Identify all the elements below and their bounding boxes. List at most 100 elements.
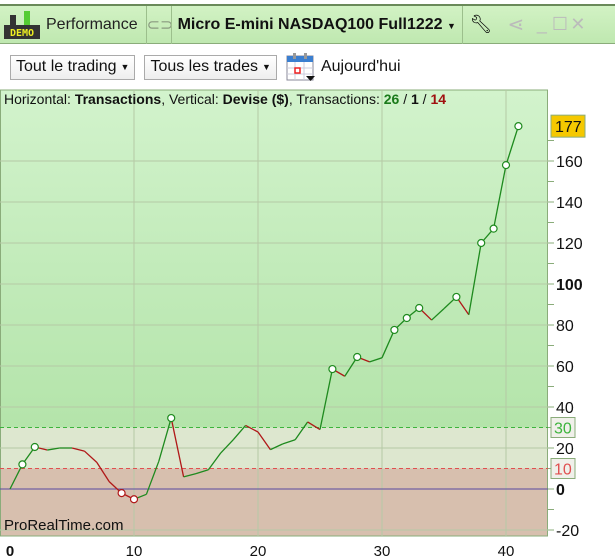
equity-segment xyxy=(369,357,383,363)
watermark: ProRealTime.com xyxy=(4,517,124,534)
equity-segment xyxy=(9,464,23,490)
equity-segment xyxy=(319,368,334,430)
equity-segment xyxy=(83,450,98,463)
equity-segment xyxy=(71,447,85,452)
equity-segment xyxy=(257,431,271,451)
sep: / xyxy=(399,91,411,107)
x-tick-label: 30 xyxy=(374,543,391,559)
winners-count: 26 xyxy=(383,91,400,107)
scope-dropdown[interactable]: Tout le trading ▼ xyxy=(10,54,136,80)
trade-marker xyxy=(353,352,362,362)
trade-marker xyxy=(129,495,139,504)
y-tick-label: 20 xyxy=(556,441,574,458)
trade-marker xyxy=(452,292,461,302)
zone-high xyxy=(0,90,548,428)
level-label-box xyxy=(550,417,576,438)
trade-marker xyxy=(18,460,27,469)
h-label: Horizontal: xyxy=(4,91,75,107)
equity-segment xyxy=(245,424,259,433)
maximize-icon[interactable]: ☐ xyxy=(551,14,568,34)
scope-label: Tout le trading xyxy=(16,58,117,75)
chevron-down-icon: ▼ xyxy=(447,20,456,31)
equity-segment xyxy=(431,308,445,321)
trades-label: Tous les trades xyxy=(150,58,259,75)
y-tick-label: 100 xyxy=(556,277,583,294)
close-icon[interactable]: ✕ xyxy=(570,14,586,34)
x-tick-label: 20 xyxy=(250,543,267,559)
equity-segment xyxy=(220,439,234,454)
instrument-name: Micro E-mini NASDAQ100 Full1222 xyxy=(177,15,443,33)
equity-segment xyxy=(96,461,110,482)
wrench-icon[interactable]: 🔧︎ xyxy=(469,14,493,34)
x-tick-label: 10 xyxy=(126,543,143,559)
title-bar: DEMO Performance ⊂⊃ Micro E-mini NASDAQ1… xyxy=(0,4,615,44)
level-label: 30 xyxy=(554,421,572,438)
h-value: Transactions xyxy=(74,91,162,107)
equity-segment xyxy=(195,469,209,475)
module-title: Performance xyxy=(46,15,138,33)
toolbar: Tout le trading ▼ Tous les trades ▼ Aujour… xyxy=(10,52,401,82)
last-value-box xyxy=(550,114,586,138)
trade-marker xyxy=(30,442,39,452)
trade-marker xyxy=(477,238,486,248)
date-label[interactable]: Aujourd'hui xyxy=(320,58,401,75)
t-label: , Transactions: xyxy=(288,91,384,107)
y-tick-label: 160 xyxy=(556,154,583,171)
last-value-label: 177 xyxy=(555,119,582,136)
chevron-down-icon: ▼ xyxy=(262,62,271,72)
trades-dropdown[interactable]: Tous les trades ▼ xyxy=(144,54,277,80)
svg-text:DEMO: DEMO xyxy=(10,28,34,39)
equity-segment xyxy=(158,417,172,462)
plot-border xyxy=(0,89,548,537)
y-tick-label: 80 xyxy=(556,318,574,335)
y-tick-label: 120 xyxy=(556,236,583,253)
losers-count: 14 xyxy=(430,91,447,107)
x-tick-label: 0 xyxy=(6,543,14,559)
sep: / xyxy=(418,91,431,107)
trade-marker xyxy=(489,224,498,233)
equity-segment xyxy=(505,125,520,166)
trade-marker xyxy=(402,313,411,323)
trade-marker xyxy=(390,325,399,335)
y-tick-label: 60 xyxy=(556,359,574,376)
share-icon[interactable]: ⋖ xyxy=(507,14,525,36)
equity-segment xyxy=(381,329,395,359)
chart-info: Horizontal: Transactions, Vertical: Devi… xyxy=(4,91,446,107)
y-tick-label: 0 xyxy=(556,482,565,499)
equity-segment xyxy=(183,472,197,478)
level-label-box xyxy=(550,458,576,479)
equity-segment xyxy=(145,461,160,495)
v-value: Devise ($) xyxy=(222,91,289,107)
level-label: 10 xyxy=(554,462,572,479)
minimize-icon[interactable]: _ xyxy=(536,14,547,34)
equity-segment xyxy=(207,452,222,471)
v-label: , Vertical: xyxy=(161,91,223,107)
trade-marker xyxy=(167,413,176,423)
trade-marker xyxy=(117,489,126,498)
chevron-down-icon: ▼ xyxy=(120,62,130,72)
trade-marker xyxy=(328,364,337,374)
y-tick-label: 140 xyxy=(556,195,583,212)
y-tick-label: -20 xyxy=(556,523,579,540)
link-icon[interactable]: ⊂⊃ xyxy=(146,16,174,34)
equity-segment xyxy=(307,421,321,431)
equity-segment xyxy=(47,447,60,451)
instrument-selector[interactable]: Micro E-mini NASDAQ100 Full1222 ▼ xyxy=(172,16,462,34)
equity-segment xyxy=(468,242,482,315)
neutral-count: 1 xyxy=(411,91,419,107)
trade-marker xyxy=(501,161,511,170)
y-tick-label: 40 xyxy=(556,400,574,417)
demo-icon: DEMO xyxy=(4,10,40,39)
equity-segment xyxy=(492,164,507,229)
trade-marker xyxy=(514,122,523,131)
calendar-icon[interactable] xyxy=(286,52,316,82)
equity-segment xyxy=(294,421,309,441)
equity-segment xyxy=(170,417,185,478)
equity-segment xyxy=(270,443,284,451)
zone-low xyxy=(0,468,548,536)
equity-segment xyxy=(282,439,296,445)
equity-segment xyxy=(232,425,247,441)
x-tick-label: 40 xyxy=(498,543,515,559)
trade-marker xyxy=(415,303,424,313)
